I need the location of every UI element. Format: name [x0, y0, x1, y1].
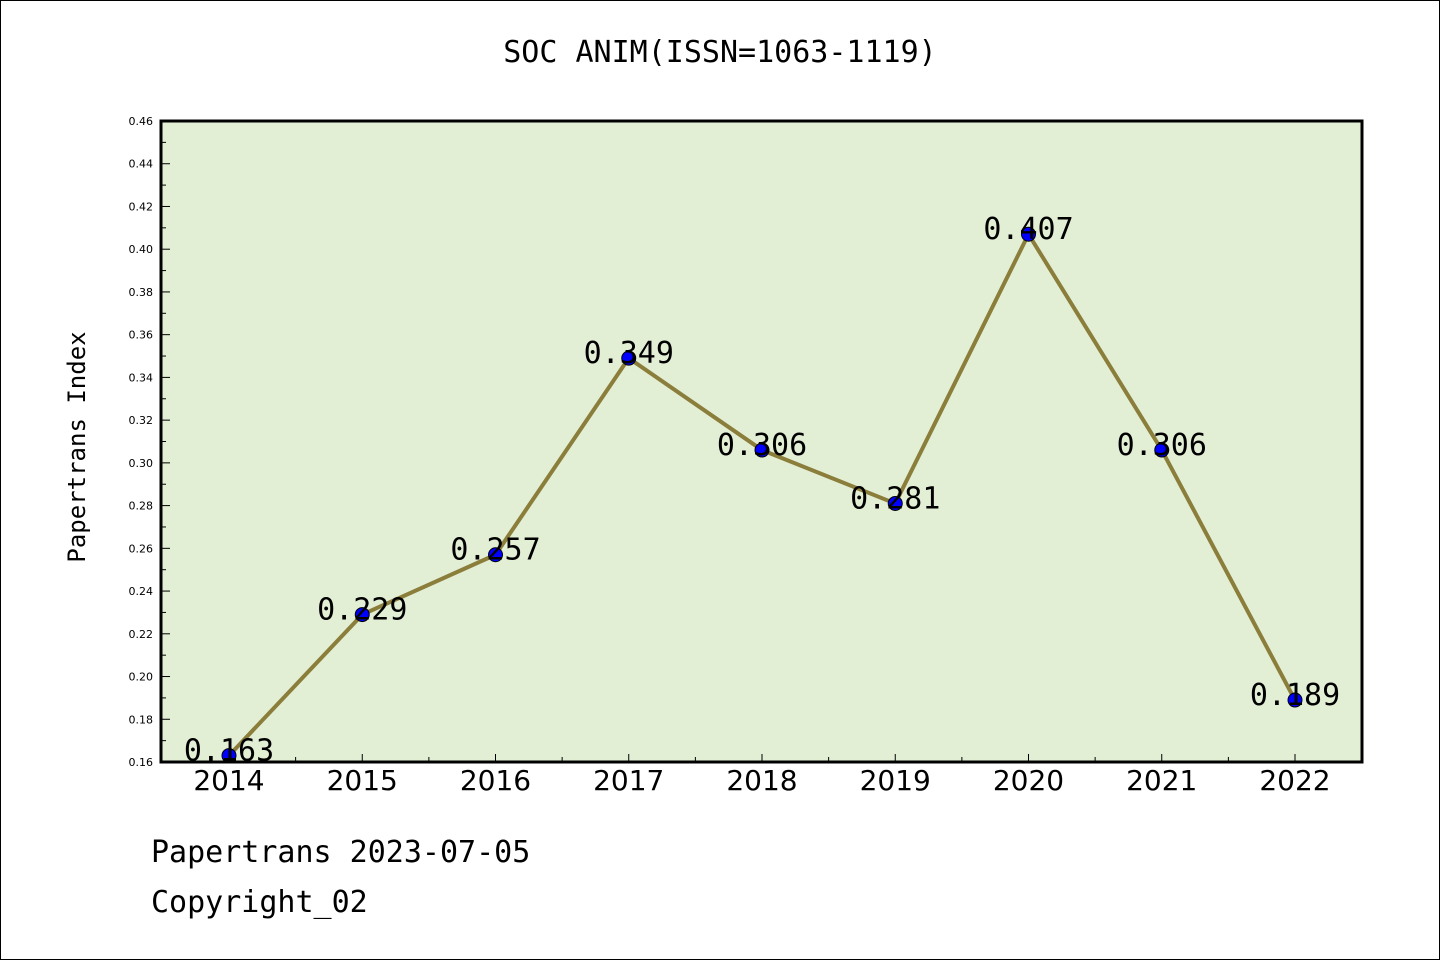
y-tick-label: 0.32 [129, 414, 154, 427]
y-tick-label: 0.20 [129, 671, 154, 684]
data-point [754, 442, 770, 458]
y-tick-label: 0.26 [129, 542, 154, 555]
data-label: 0.229 [317, 593, 407, 628]
footer-date-line: Papertrans 2023-07-05 [151, 835, 531, 870]
y-tick-label: 0.16 [129, 756, 154, 769]
data-label: 0.189 [1250, 678, 1340, 713]
data-point [621, 350, 637, 366]
y-tick-label: 0.42 [129, 200, 154, 213]
y-tick-label: 0.40 [129, 243, 154, 256]
x-tick-label: 2015 [327, 764, 398, 797]
y-tick-label: 0.30 [129, 457, 154, 470]
data-label: 0.407 [983, 212, 1073, 247]
data-markers [221, 226, 1303, 764]
chart-title: SOC ANIM(ISSN=1063-1119) [503, 35, 937, 70]
data-point [1021, 226, 1036, 242]
x-tick-label: 2017 [593, 764, 664, 797]
plot-area [161, 121, 1362, 762]
y-tick-label: 0.36 [129, 329, 154, 342]
data-label: 0.281 [850, 481, 940, 516]
data-point [354, 607, 370, 623]
data-point [488, 547, 503, 563]
data-label: 0.349 [584, 336, 674, 371]
x-tick-label: 2019 [860, 764, 931, 797]
x-tick-label: 2021 [1126, 764, 1197, 797]
plot-frame [159, 119, 1364, 764]
data-point [1287, 692, 1303, 708]
y-axis: 0.16 0.18 0.20 0.22 0.24 0.26 0.28 0.30 0.32 0.34… [129, 115, 170, 769]
data-point [1154, 442, 1170, 458]
data-label: 0.306 [1117, 428, 1207, 463]
data-point [887, 495, 903, 511]
x-tick-label: 2014 [193, 764, 264, 797]
x-axis: 2014 2015 2016 2017 2018 2019 2020 2021 2022 [193, 754, 1331, 797]
x-tick-label: 2020 [993, 764, 1064, 797]
y-tick-label: 0.34 [129, 371, 154, 384]
y-tick-label: 0.46 [129, 115, 154, 128]
x-tick-label: 2016 [460, 764, 531, 797]
y-tick-label: 0.24 [129, 585, 154, 598]
x-tick-label: 2018 [726, 764, 797, 797]
x-tick-label: 2022 [1259, 764, 1330, 797]
y-tick-label: 0.38 [129, 286, 154, 299]
y-tick-label: 0.44 [129, 158, 154, 171]
data-label: 0.257 [450, 533, 540, 568]
y-tick-label: 0.22 [129, 628, 154, 641]
y-tick-label: 0.18 [129, 713, 154, 726]
data-label: 0.306 [717, 428, 807, 463]
footer-copyright: Copyright_02 [151, 885, 368, 920]
y-tick-label: 0.28 [129, 500, 154, 513]
